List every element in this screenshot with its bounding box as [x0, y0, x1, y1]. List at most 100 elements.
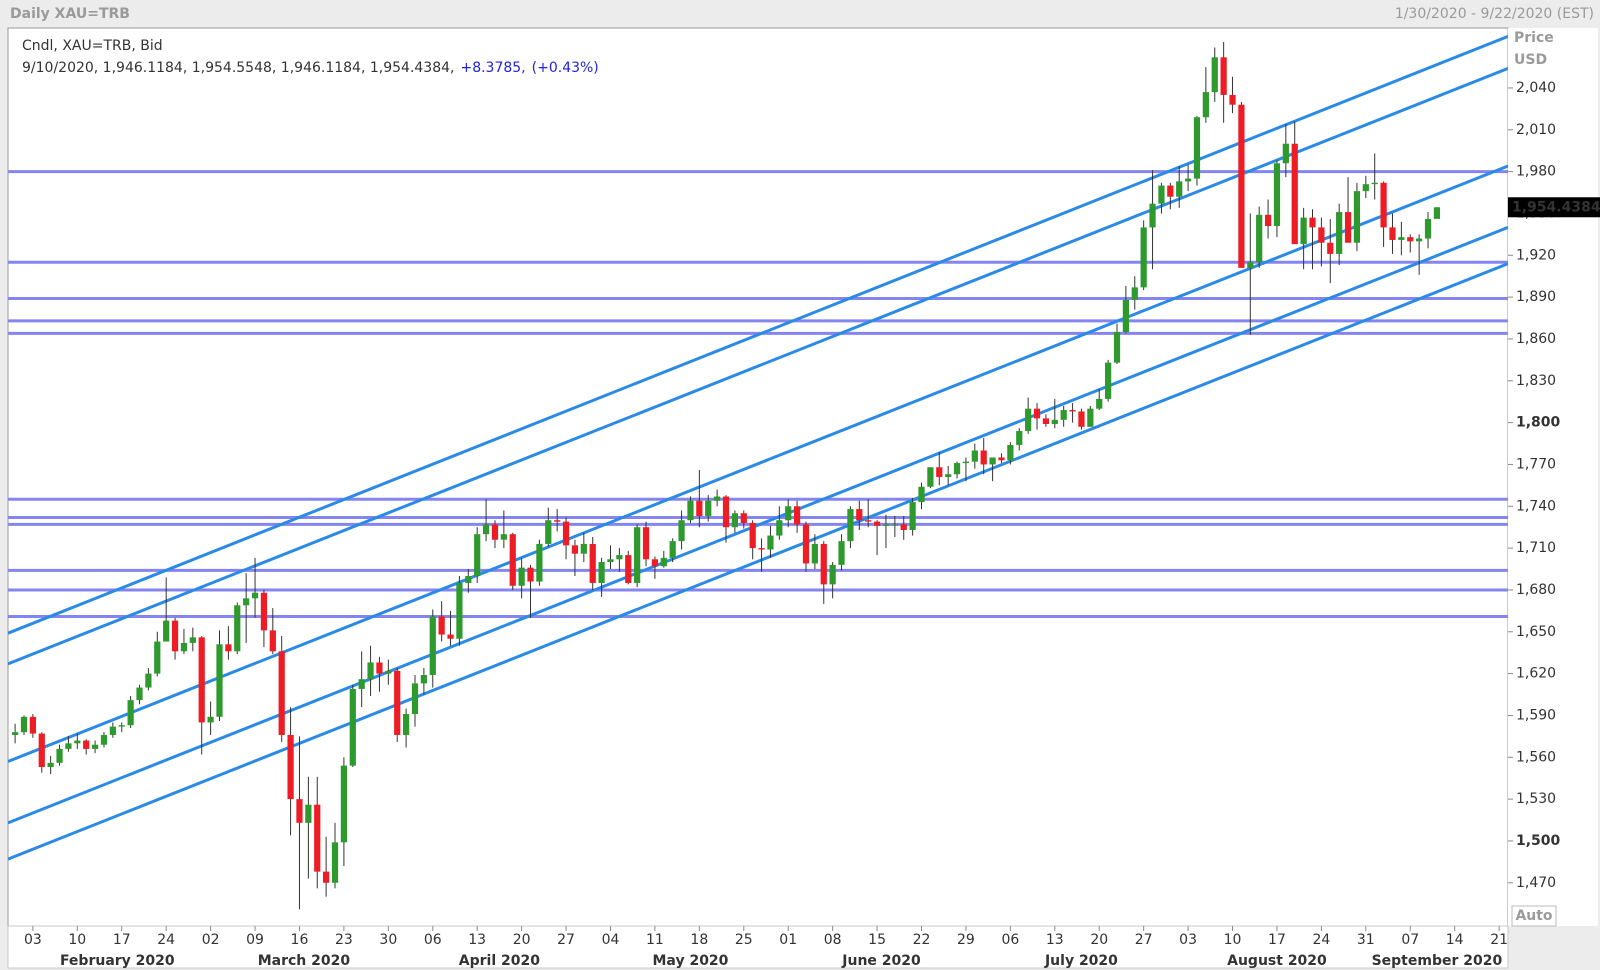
x-tick-label: 18 — [690, 932, 708, 948]
candle-body — [465, 576, 472, 583]
x-tick-label: 03 — [1179, 932, 1197, 948]
candle-body — [1389, 227, 1396, 240]
candle-body — [109, 726, 116, 735]
candle-body — [980, 450, 987, 465]
candle-body — [1176, 181, 1183, 197]
candle-body — [909, 502, 916, 530]
candle-body — [891, 524, 898, 526]
candle-body — [873, 521, 881, 526]
y-tick-label: 1,530 — [1516, 791, 1556, 807]
candle-body — [1069, 410, 1076, 412]
candle-body — [1033, 408, 1041, 419]
candle-body — [1193, 117, 1201, 179]
candle-body — [225, 644, 232, 652]
y-tick-label: 1,920 — [1516, 247, 1556, 263]
x-tick-label: 25 — [735, 932, 753, 948]
x-tick-label: 08 — [824, 932, 842, 948]
candle-body — [1220, 57, 1227, 95]
plot-layer: 1,470 1,500 1,530 1,560 1,590 1,620 1,650 1,680… — [8, 34, 1600, 969]
auto-button[interactable] — [1511, 905, 1557, 927]
candle-body — [1353, 191, 1361, 243]
series-layer — [8, 34, 1508, 910]
x-tick-label: 31 — [1357, 932, 1375, 948]
y-tick-label: 1,980 — [1516, 164, 1556, 180]
candle-body — [856, 509, 863, 521]
candle-body — [651, 559, 659, 567]
candle-body — [1087, 408, 1094, 427]
chart-title: Daily XAU=TRB — [10, 6, 130, 22]
candle-body — [971, 450, 978, 462]
candle-body — [1416, 238, 1423, 242]
candle-body — [767, 535, 774, 550]
candle-body — [91, 744, 99, 749]
month-label: May 2020 — [653, 953, 729, 969]
candle-body — [820, 543, 827, 585]
candle-body — [1025, 408, 1032, 431]
candle-body — [1433, 207, 1441, 219]
candle-body — [118, 725, 125, 727]
x-tick-label: 17 — [113, 932, 131, 948]
candle-body — [527, 567, 534, 582]
x-axis-area — [7, 925, 1509, 969]
candle-body — [927, 467, 934, 487]
x-tick-label: 23 — [335, 932, 353, 948]
candle-body — [625, 555, 632, 583]
y-tick-label: 2,040 — [1516, 80, 1556, 96]
candle-body — [740, 513, 747, 524]
date-range: 1/30/2020 - 9/22/2020 (EST) — [1395, 6, 1594, 22]
x-tick-label: 01 — [779, 932, 797, 948]
y-tick-label: 1,740 — [1516, 498, 1556, 514]
x-tick-label: 20 — [513, 932, 531, 948]
candle-body — [65, 743, 72, 749]
candle-body — [376, 662, 383, 674]
candle-body — [1398, 237, 1405, 240]
candle-body — [962, 461, 970, 464]
candle-body — [1407, 237, 1414, 242]
candle-body — [554, 520, 561, 522]
candle-body — [127, 700, 134, 726]
x-tick-label: 27 — [557, 932, 575, 948]
y-tick-label: 1,890 — [1516, 289, 1556, 305]
candle-body — [456, 582, 463, 639]
month-label: June 2020 — [841, 953, 921, 969]
candle-body — [722, 496, 730, 528]
x-tick-label: 07 — [1401, 932, 1419, 948]
candle-body — [1140, 227, 1147, 288]
candle-body — [331, 842, 339, 883]
candle-body — [1344, 212, 1352, 243]
x-tick-label: 15 — [868, 932, 886, 948]
candle-body — [536, 543, 543, 582]
candle-body — [20, 716, 28, 733]
candle-body — [1273, 163, 1281, 227]
candle-body — [562, 521, 570, 546]
candle-body — [1016, 430, 1023, 445]
legend-ohlc: 9/10/2020, 1,946.1184, 1,954.5548, 1,946… — [22, 60, 454, 76]
candle-body — [545, 520, 552, 544]
legend-change-pct: (+0.43%) — [532, 60, 599, 76]
y-axis-unit: USD — [1514, 52, 1547, 68]
channel-line — [8, 262, 1508, 861]
candle-body — [785, 506, 792, 521]
x-tick-label: 20 — [1090, 932, 1108, 948]
candle-body — [945, 474, 952, 477]
last-price-box — [1508, 197, 1600, 218]
candle-body — [358, 679, 365, 689]
candle-body — [998, 457, 1005, 461]
candle-body — [29, 716, 36, 734]
legend-line: Cndl, XAU=TRB, Bid — [22, 38, 163, 54]
month-label: March 2020 — [258, 953, 351, 969]
y-tick-label: 1,650 — [1516, 624, 1556, 640]
candle-body — [189, 637, 196, 643]
candle-body — [278, 651, 285, 735]
candle-body — [1122, 299, 1130, 332]
y-axis-title: Price — [1514, 30, 1554, 46]
candle-body — [509, 534, 516, 586]
auto-label[interactable]: Auto — [1515, 908, 1552, 924]
y-tick-label: 1,500 — [1516, 833, 1561, 849]
candle-body — [1149, 203, 1156, 228]
candle-body — [56, 748, 63, 763]
candle-body — [83, 740, 90, 749]
channel-line — [8, 67, 1508, 666]
x-tick-label: 03 — [24, 932, 42, 948]
